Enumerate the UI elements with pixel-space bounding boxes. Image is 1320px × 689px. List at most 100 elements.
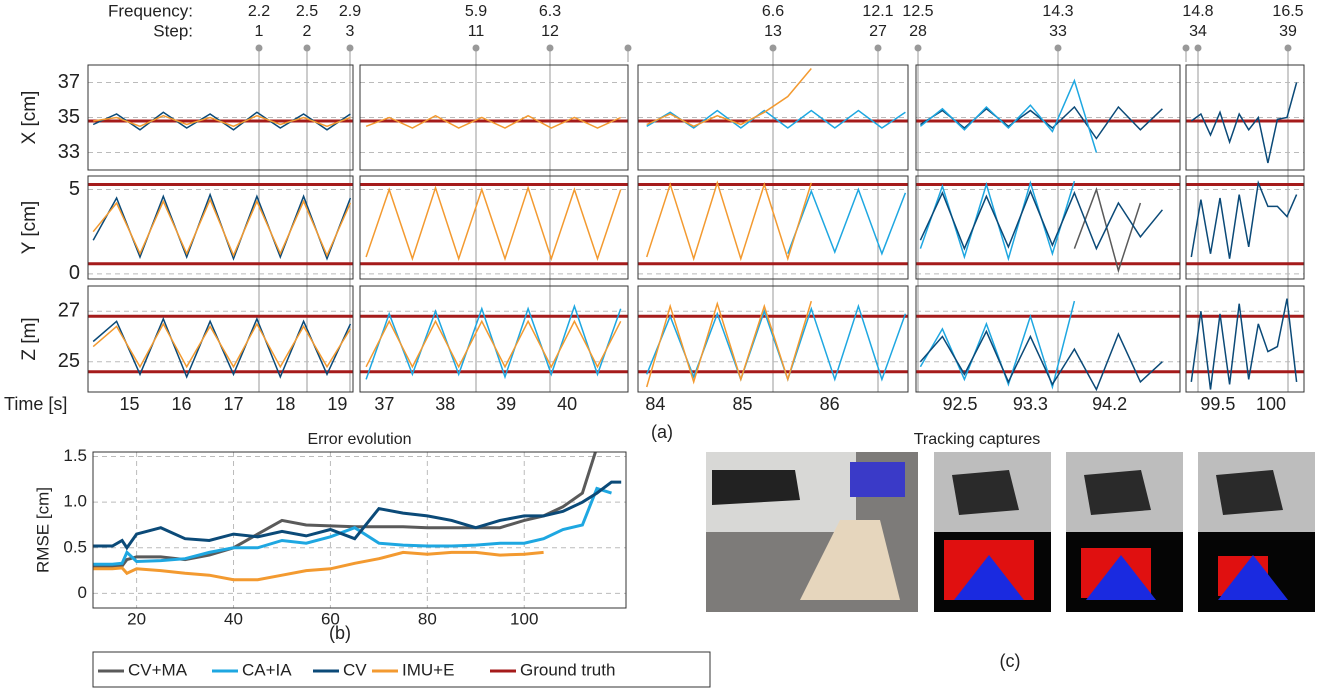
panel-title: Tracking captures (914, 431, 1041, 448)
marker-step: 12 (541, 23, 559, 40)
panel (360, 65, 628, 170)
marker-step: 13 (764, 23, 782, 40)
panel (88, 65, 353, 170)
x-tick-label: 80 (418, 609, 437, 628)
marker-frequency: 14.8 (1182, 3, 1213, 20)
x-tick-label: 17 (223, 394, 243, 414)
marker-frequency: 5.9 (465, 3, 487, 20)
step-label: Step: (153, 21, 193, 40)
marker-frequency: 6.6 (762, 3, 784, 20)
marker-dot (473, 45, 480, 52)
legend-label: Ground truth (520, 660, 615, 679)
x-tick-label: 40 (557, 394, 577, 414)
panel (1186, 176, 1304, 279)
x-tick-label: 40 (224, 609, 243, 628)
panel (88, 176, 353, 279)
marker-step: 34 (1189, 23, 1207, 40)
x-tick-label: 16 (172, 394, 192, 414)
panel (916, 286, 1180, 392)
marker-step: 1 (255, 23, 264, 40)
y-tick-label: 1.0 (63, 492, 87, 511)
marker-dot (1195, 45, 1202, 52)
marker-frequency: 2.2 (248, 3, 270, 20)
marker-step: 28 (909, 23, 927, 40)
marker-dot (875, 45, 882, 52)
panel (916, 65, 1180, 170)
x-tick-label: 39 (496, 394, 516, 414)
y-tick-label: 0 (78, 583, 87, 602)
y-tick-label: 37 (58, 71, 80, 93)
marker-step: 3 (346, 23, 355, 40)
row-label: Z [m] (19, 317, 40, 360)
y-tick-label: 35 (58, 106, 80, 128)
marker-dot (304, 45, 311, 52)
marker-frequency: 12.1 (862, 3, 893, 20)
x-tick-label: 100 (510, 609, 538, 628)
caption: (a) (651, 422, 673, 442)
y-tick-label: 0.5 (63, 537, 87, 556)
panel (360, 286, 628, 392)
caption: (c) (1000, 651, 1021, 671)
x-tick-label: 15 (120, 394, 140, 414)
y-tick-label: 27 (58, 300, 80, 322)
frequency-label: Frequency: (108, 1, 193, 20)
row-label: X [cm] (19, 91, 40, 145)
panel (1186, 65, 1304, 170)
y-tick-label: 5 (69, 178, 80, 200)
legend-label: CV (343, 660, 367, 679)
marker-dot (1183, 45, 1190, 52)
y-tick-label: 0 (69, 262, 80, 284)
capture-marker (952, 470, 1019, 515)
chart-title: Error evolution (307, 431, 411, 448)
marker-step: 11 (468, 23, 485, 40)
plot-area (88, 447, 621, 579)
legend-label: CV+MA (128, 660, 188, 679)
legend-label: CA+IA (242, 660, 292, 679)
y-axis-label: RMSE [cm] (33, 487, 52, 573)
marker-dot (1055, 45, 1062, 52)
marker-frequency: 2.9 (339, 3, 361, 20)
capture-marker (1216, 470, 1283, 515)
panel (1186, 286, 1304, 392)
x-tick-label: 18 (275, 394, 295, 414)
panel (638, 65, 908, 170)
photo-marker (712, 470, 800, 505)
x-tick-label: 85 (733, 394, 753, 414)
x-tick-label: 20 (127, 609, 146, 628)
marker-dot (915, 45, 922, 52)
y-tick-label: 25 (58, 350, 80, 372)
x-tick-label: 100 (1256, 394, 1286, 414)
capture-marker (1084, 470, 1151, 515)
marker-dot (1285, 45, 1292, 52)
x-tick-label: 86 (820, 394, 840, 414)
marker-dot (625, 45, 632, 52)
x-tick-label: 84 (645, 394, 665, 414)
marker-frequency: 6.3 (539, 3, 561, 20)
row-label: Y [cm] (19, 201, 40, 255)
legend-label: IMU+E (402, 660, 454, 679)
marker-frequency: 12.5 (902, 3, 933, 20)
x-axis-label: Time [s] (4, 394, 67, 414)
marker-dot (770, 45, 777, 52)
x-tick-label: 94.2 (1092, 394, 1127, 414)
marker-step: 33 (1049, 23, 1067, 40)
marker-step: 27 (869, 23, 887, 40)
panel (88, 286, 353, 392)
x-tick-label: 93.3 (1013, 394, 1048, 414)
x-tick-label: 19 (327, 394, 347, 414)
marker-step: 39 (1279, 23, 1297, 40)
panel (916, 176, 1180, 279)
marker-step: 2 (303, 23, 312, 40)
panel (638, 286, 908, 392)
marker-dot (347, 45, 354, 52)
x-tick-label: 37 (374, 394, 394, 414)
marker-frequency: 16.5 (1272, 3, 1303, 20)
x-tick-label: 99.5 (1200, 394, 1235, 414)
x-tick-label: 92.5 (942, 394, 977, 414)
panel (638, 176, 908, 279)
marker-dot (256, 45, 263, 52)
panel (360, 176, 628, 279)
x-tick-label: 60 (321, 609, 340, 628)
figure: Frequency:Step: 2.2 12.5 2 2.9 3 5.9 11 6.3 12 6.6… (0, 0, 1320, 689)
marker-dot (547, 45, 554, 52)
